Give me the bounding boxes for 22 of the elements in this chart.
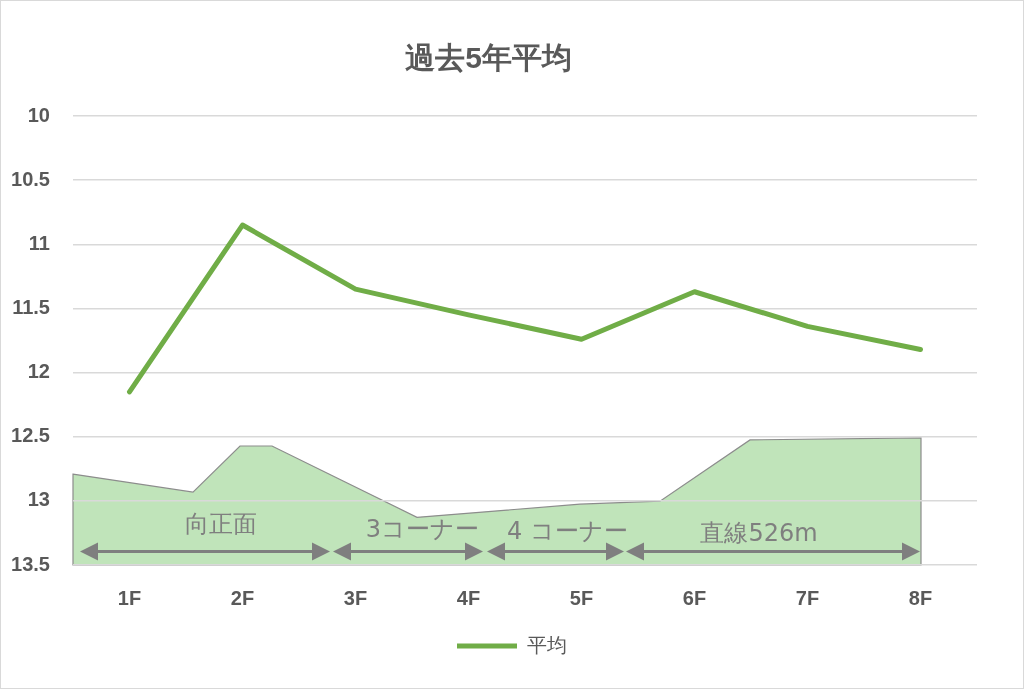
chart-title: 過去5年平均	[405, 41, 572, 75]
y-tick-label: 10	[27, 103, 50, 126]
x-tick-label: 4F	[456, 586, 481, 609]
annotation: 4 コーナー	[507, 517, 628, 546]
y-tick-label: 11.5	[12, 295, 50, 318]
annotation: 直線526m	[700, 519, 818, 548]
x-tick-label: 5F	[569, 586, 594, 609]
x-tick-label: 1F	[117, 586, 142, 609]
y-tick-label: 13.5	[11, 552, 50, 575]
y-tick-label: 12.5	[11, 424, 50, 447]
y-tick-label: 11	[28, 231, 50, 254]
y-tick-label: 10.5	[11, 167, 50, 190]
legend-label: 平均	[527, 633, 567, 656]
x-tick-label: 3F	[343, 586, 368, 609]
y-tick-label: 12	[27, 360, 50, 383]
x-tick-label: 7F	[795, 586, 820, 609]
x-tick-label: 8F	[908, 586, 933, 609]
x-tick-label: 2F	[230, 586, 255, 609]
annotation: 向正面	[185, 510, 257, 539]
y-tick-label: 13	[27, 488, 50, 511]
x-tick-label: 6F	[682, 586, 707, 609]
annotation: 3コーナー	[365, 515, 480, 544]
